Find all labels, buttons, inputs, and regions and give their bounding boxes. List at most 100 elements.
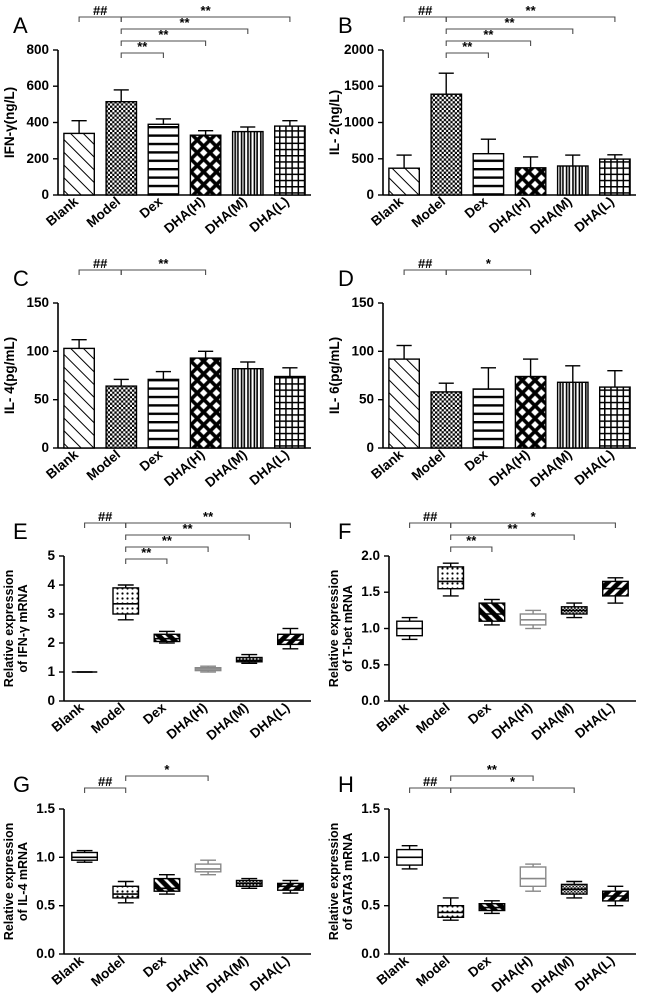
svg-text:1.5: 1.5 <box>36 801 55 816</box>
svg-text:800: 800 <box>26 42 49 57</box>
svg-text:B: B <box>338 13 353 38</box>
svg-text:G: G <box>13 772 30 797</box>
svg-text:*: * <box>486 256 492 271</box>
svg-text:DHA(L): DHA(L) <box>247 953 292 994</box>
svg-text:of IL-4 mRNA: of IL-4 mRNA <box>16 842 30 921</box>
svg-text:Model: Model <box>84 194 124 231</box>
svg-text:##: ## <box>98 509 113 524</box>
svg-text:F: F <box>338 519 351 544</box>
svg-text:Relative expression: Relative expression <box>327 570 341 687</box>
svg-text:DHA(M): DHA(M) <box>202 447 250 490</box>
svg-text:Dex: Dex <box>137 446 166 474</box>
svg-text:1: 1 <box>47 664 55 679</box>
svg-text:DHA(L): DHA(L) <box>572 700 617 741</box>
svg-text:Relative expression: Relative expression <box>2 823 16 940</box>
svg-text:50: 50 <box>359 392 374 407</box>
svg-text:0: 0 <box>366 187 374 202</box>
svg-text:*: * <box>164 762 170 777</box>
svg-text:100: 100 <box>26 343 49 358</box>
svg-text:DHA(M): DHA(M) <box>204 953 252 996</box>
svg-text:400: 400 <box>26 115 49 130</box>
svg-text:DHA(M): DHA(M) <box>529 953 577 996</box>
svg-text:##: ## <box>98 774 113 789</box>
svg-text:1.5: 1.5 <box>361 584 380 599</box>
svg-text:500: 500 <box>351 151 374 166</box>
svg-text:Dex: Dex <box>465 952 494 980</box>
svg-text:Dex: Dex <box>140 952 169 980</box>
svg-text:DHA(H): DHA(H) <box>489 700 535 742</box>
svg-text:150: 150 <box>351 295 374 310</box>
svg-text:DHA(M): DHA(M) <box>527 194 575 237</box>
svg-text:DHA(H): DHA(H) <box>161 194 207 236</box>
svg-text:0.5: 0.5 <box>36 898 55 913</box>
svg-text:0.0: 0.0 <box>361 693 380 708</box>
svg-text:DHA(M): DHA(M) <box>529 700 577 743</box>
svg-text:DHA(L): DHA(L) <box>247 194 292 235</box>
svg-text:Relative expression: Relative expression <box>327 823 341 940</box>
svg-text:IL- 2(ng/L): IL- 2(ng/L) <box>327 90 342 155</box>
svg-text:*: * <box>531 509 537 524</box>
svg-text:C: C <box>13 266 29 291</box>
svg-text:DHA(H): DHA(H) <box>486 447 532 489</box>
svg-text:Model: Model <box>88 953 128 990</box>
svg-text:150: 150 <box>26 295 49 310</box>
svg-text:**: ** <box>526 3 537 18</box>
svg-text:0: 0 <box>366 440 374 455</box>
svg-text:DHA(M): DHA(M) <box>204 700 252 743</box>
svg-text:Dex: Dex <box>137 193 166 221</box>
svg-text:0.0: 0.0 <box>361 946 380 961</box>
svg-text:DHA(H): DHA(H) <box>164 700 210 742</box>
svg-text:D: D <box>338 266 354 291</box>
svg-text:Dex: Dex <box>140 699 169 727</box>
svg-text:Model: Model <box>409 194 449 231</box>
svg-text:DHA(L): DHA(L) <box>247 700 292 741</box>
svg-text:##: ## <box>418 256 433 271</box>
svg-text:0: 0 <box>41 440 49 455</box>
svg-text:**: ** <box>203 509 214 524</box>
svg-text:##: ## <box>423 774 438 789</box>
svg-text:Model: Model <box>413 953 453 990</box>
svg-text:##: ## <box>423 509 438 524</box>
svg-text:50: 50 <box>34 392 49 407</box>
svg-text:A: A <box>13 13 28 38</box>
svg-text:DHA(H): DHA(H) <box>161 447 207 489</box>
svg-text:0.0: 0.0 <box>36 946 55 961</box>
svg-text:DHA(H): DHA(H) <box>164 953 210 995</box>
svg-text:DHA(L): DHA(L) <box>572 953 617 994</box>
svg-text:4: 4 <box>47 577 55 592</box>
svg-text:DHA(H): DHA(H) <box>486 194 532 236</box>
svg-text:Dex: Dex <box>465 699 494 727</box>
svg-text:DHA(M): DHA(M) <box>202 194 250 237</box>
svg-text:Relative expression: Relative expression <box>2 570 16 687</box>
svg-text:of IFN-γ mRNA: of IFN-γ mRNA <box>16 584 30 672</box>
svg-text:1.0: 1.0 <box>361 849 380 864</box>
svg-text:of T-bet mRNA: of T-bet mRNA <box>341 585 355 672</box>
svg-text:200: 200 <box>26 151 49 166</box>
svg-text:1000: 1000 <box>344 115 374 130</box>
svg-text:DHA(L): DHA(L) <box>247 447 292 488</box>
svg-text:2.0: 2.0 <box>361 548 380 563</box>
svg-text:600: 600 <box>26 78 49 93</box>
svg-text:2000: 2000 <box>344 42 374 57</box>
svg-text:##: ## <box>93 256 108 271</box>
svg-text:E: E <box>13 519 28 544</box>
svg-text:H: H <box>338 772 354 797</box>
svg-text:1.5: 1.5 <box>361 801 380 816</box>
svg-text:**: ** <box>201 3 212 18</box>
svg-text:Model: Model <box>88 700 128 737</box>
svg-text:DHA(H): DHA(H) <box>489 953 535 995</box>
svg-text:Dex: Dex <box>462 446 491 474</box>
svg-text:0: 0 <box>41 187 49 202</box>
svg-text:1.0: 1.0 <box>361 621 380 636</box>
svg-text:IL- 4(pg/mL): IL- 4(pg/mL) <box>2 337 17 414</box>
svg-text:**: ** <box>158 256 169 271</box>
svg-text:IFN-γ(ng/L): IFN-γ(ng/L) <box>2 87 17 158</box>
svg-text:Model: Model <box>413 700 453 737</box>
svg-text:0: 0 <box>47 693 55 708</box>
svg-text:1500: 1500 <box>344 78 374 93</box>
svg-text:DHA(M): DHA(M) <box>527 447 575 490</box>
svg-text:DHA(L): DHA(L) <box>572 447 617 488</box>
svg-text:0.5: 0.5 <box>361 898 380 913</box>
svg-text:Dex: Dex <box>462 193 491 221</box>
svg-text:##: ## <box>418 3 433 18</box>
